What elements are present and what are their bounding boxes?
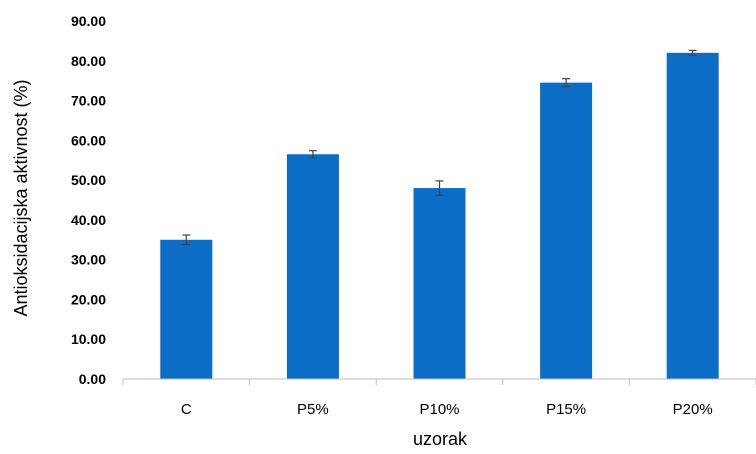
y-tick-label: 0.00 bbox=[79, 371, 106, 387]
x-axis-title: uzorak bbox=[413, 429, 468, 449]
x-axis-ticks: C P5% P10% P15% P20% bbox=[122, 379, 756, 418]
y-tick-label: 40.00 bbox=[71, 212, 106, 228]
x-tick-label: P5% bbox=[297, 401, 329, 418]
y-axis-ticks: 0.00 10.00 20.00 30.00 40.00 50.00 60.00 70.00 8… bbox=[71, 13, 106, 387]
error-bars-group bbox=[182, 49, 697, 246]
bar-p10pct bbox=[413, 188, 466, 379]
y-axis-title: Antioksidacijska aktivnost (%) bbox=[11, 79, 31, 316]
x-tick-label: P15% bbox=[546, 401, 586, 418]
y-tick-label: 30.00 bbox=[71, 252, 106, 268]
y-tick-label: 50.00 bbox=[71, 172, 106, 188]
bar-p15pct bbox=[540, 82, 593, 380]
y-tick-label: 20.00 bbox=[71, 291, 106, 307]
bar-p20pct bbox=[666, 52, 719, 379]
bars-group bbox=[160, 52, 719, 380]
y-tick-label: 80.00 bbox=[71, 53, 106, 69]
y-tick-label: 70.00 bbox=[71, 93, 106, 109]
x-tick-label: P20% bbox=[673, 401, 713, 418]
bar-p5pct bbox=[286, 154, 339, 379]
bar-c bbox=[160, 239, 213, 379]
y-tick-label: 90.00 bbox=[71, 13, 106, 29]
x-tick-label: C bbox=[181, 401, 192, 418]
y-tick-label: 60.00 bbox=[71, 132, 106, 148]
y-tick-label: 10.00 bbox=[71, 331, 106, 347]
x-tick-label: P10% bbox=[419, 401, 459, 418]
